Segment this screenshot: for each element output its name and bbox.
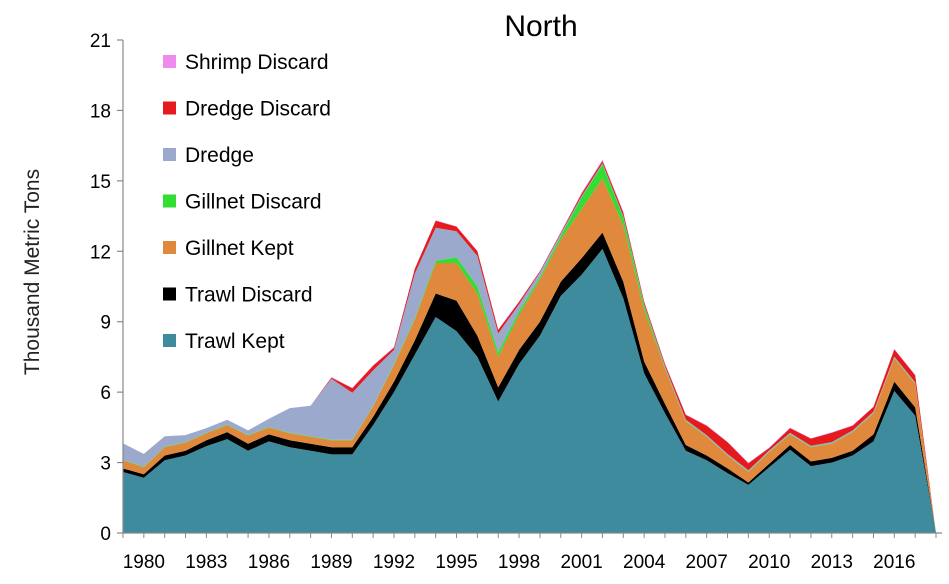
areas-layer — [123, 159, 936, 534]
x-tick-label: 2001 — [560, 552, 602, 573]
y-tick-label: 9 — [100, 313, 111, 334]
y-tick-label: 12 — [90, 242, 111, 263]
legend-label: Trawl Kept — [185, 330, 285, 353]
x-tick-label: 2013 — [811, 552, 853, 573]
x-tick-label: 1998 — [498, 552, 540, 573]
legend-label: Dredge Discard — [185, 98, 331, 121]
legend-item-dredge-discard: Dredge Discard — [163, 98, 331, 121]
legend: Shrimp Discard Dredge Discard Dredge Gillne… — [163, 51, 331, 353]
area-gillnet-kept — [123, 178, 936, 533]
y-tick-label: 18 — [90, 101, 111, 122]
y-tick-label: 21 — [90, 31, 111, 52]
legend-label: Dredge — [185, 144, 254, 167]
legend-item-trawl-discard: Trawl Discard — [163, 284, 313, 307]
y-tick-label: 3 — [100, 454, 111, 475]
axes-layer: 0 3 6 9 12 15 18 21 1980 1983 1986 1989 1992 1995 1998… — [90, 31, 942, 573]
x-tick-label: 1995 — [435, 552, 477, 573]
legend-item-shrimp-discard: Shrimp Discard — [163, 51, 329, 74]
chart-title: North — [504, 10, 577, 43]
legend-swatch — [163, 148, 176, 161]
y-tick-label: 0 — [100, 524, 111, 545]
legend-item-trawl-kept: Trawl Kept — [163, 330, 285, 353]
x-tick-label: 2010 — [748, 552, 790, 573]
legend-swatch — [163, 334, 176, 347]
x-tick-label: 1980 — [123, 552, 165, 573]
legend-item-dredge: Dredge — [163, 144, 254, 167]
x-tick-label: 2007 — [686, 552, 728, 573]
legend-item-gillnet-discard: Gillnet Discard — [163, 191, 322, 214]
legend-swatch — [163, 55, 176, 68]
legend-swatch — [163, 241, 176, 254]
x-tick-label: 2004 — [623, 552, 666, 573]
legend-label: Trawl Discard — [185, 284, 313, 307]
legend-item-gillnet-kept: Gillnet Kept — [163, 237, 294, 260]
legend-swatch — [163, 194, 176, 208]
legend-swatch — [163, 287, 176, 301]
legend-label: Shrimp Discard — [185, 51, 329, 74]
legend-swatch — [163, 101, 176, 115]
x-tick-label: 1986 — [248, 552, 290, 573]
x-tick-label: 2016 — [873, 552, 915, 573]
legend-label: Gillnet Kept — [185, 237, 294, 260]
legend-label: Gillnet Discard — [185, 191, 322, 214]
x-tick-label: 1992 — [373, 552, 415, 573]
y-axis-label: Thousand Metric Tons — [21, 169, 44, 375]
y-tick-label: 6 — [100, 383, 111, 404]
x-tick-label: 1983 — [185, 552, 227, 573]
area-trawl-kept — [123, 248, 936, 533]
y-tick-label: 15 — [90, 172, 111, 193]
x-tick-label: 1989 — [310, 552, 352, 573]
